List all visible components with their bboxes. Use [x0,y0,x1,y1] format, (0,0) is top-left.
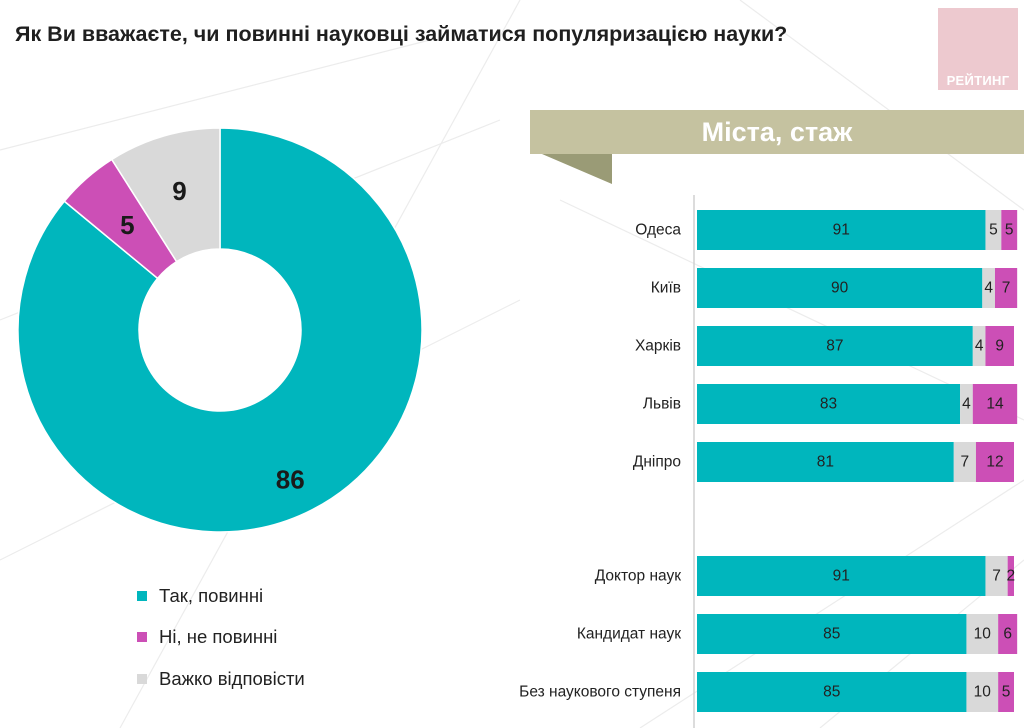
bar-segment-hard [953,442,976,482]
bar-segment-no [998,614,1018,654]
bar-value-label: 9 [995,338,1004,355]
bar-segment-yes [697,210,986,250]
category-label: Київ [651,280,681,297]
bar-value-label: 10 [974,626,992,643]
rating-logo: РЕЙТИНГ [938,8,1018,90]
bar-value-label: 81 [817,454,834,471]
bar-value-label: 87 [826,338,843,355]
bar-value-label: 4 [975,338,984,355]
bar-segment-yes [697,384,961,424]
bar-value-label: 7 [992,568,1001,585]
bar-value-label: 2 [1007,568,1016,585]
category-label: Дніпро [633,454,681,471]
bar-segment-hard [966,672,999,712]
bar-segment-yes [697,614,967,654]
banner-fold [542,154,612,184]
bar-value-label: 85 [823,626,840,643]
category-label: Доктор наук [595,568,681,585]
page-title: Як Ви вважаєте, чи повинні науковці займ… [15,22,788,46]
bar-segment-hard [985,210,1002,250]
donut-slice-yes [17,127,423,533]
legend-label-yes: Так, повинні [159,585,264,606]
bar-segment-yes [697,442,954,482]
bar-segment-yes [697,672,967,712]
donut-label-no: 5 [120,210,134,240]
banner-band [530,110,1024,154]
bar-segment-hard [985,556,1008,596]
bar-value-label: 5 [1002,684,1011,701]
legend-swatch-hard [137,674,147,684]
bar-value-label: 4 [984,280,993,297]
bar-value-label: 4 [962,396,971,413]
bar-value-label: 85 [823,684,840,701]
bar-segment-no [1007,556,1014,596]
bar-value-label: 7 [1002,280,1011,297]
bar-segment-no [972,384,1018,424]
bar-segment-no [1001,210,1018,250]
bar-value-label: 5 [1005,222,1014,239]
logo-text: РЕЙТИНГ [946,73,1010,88]
category-label: Харків [635,338,681,355]
donut-chart: 86 5 9 [17,127,423,533]
bar-value-label: 83 [820,396,837,413]
bar-segment-yes [697,326,973,366]
donut-slice-hard [110,127,221,263]
donut-label-yes: 86 [276,464,305,494]
section-banner [530,110,1024,184]
bar-segment-hard [982,268,995,308]
legend-swatch-no [137,632,147,642]
category-label: Без наукового ступеня [519,684,681,701]
banner-title: Міста, стаж [701,117,853,147]
category-label: Одеса [635,222,681,239]
bar-segment-yes [697,268,983,308]
bar-value-label: 14 [986,396,1004,413]
bar-segment-no [994,268,1018,308]
legend-label-hard: Важко відповісти [159,668,305,689]
legend-label-no: Ні, не повинні [159,626,278,647]
bar-value-label: 90 [831,280,849,297]
bar-value-label: 91 [833,222,850,239]
bar-segment-no [975,442,1014,482]
bar-value-label: 6 [1003,626,1012,643]
bar-segment-no [985,326,1014,366]
category-label: Кандидат наук [577,626,681,643]
bar-value-label: 10 [974,684,992,701]
bar-value-label: 12 [986,454,1003,471]
donut-label-hard: 9 [172,176,186,206]
legend-swatch-yes [137,591,147,601]
bar-segment-no [998,672,1014,712]
bar-segment-hard [960,384,973,424]
bar-segment-yes [697,556,986,596]
bar-segment-hard [966,614,999,654]
bar-value-label: 91 [833,568,850,585]
category-label: Львів [643,396,681,413]
bar-value-label: 5 [989,222,998,239]
bar-segment-hard [972,326,986,366]
bar-value-label: 7 [961,454,970,471]
